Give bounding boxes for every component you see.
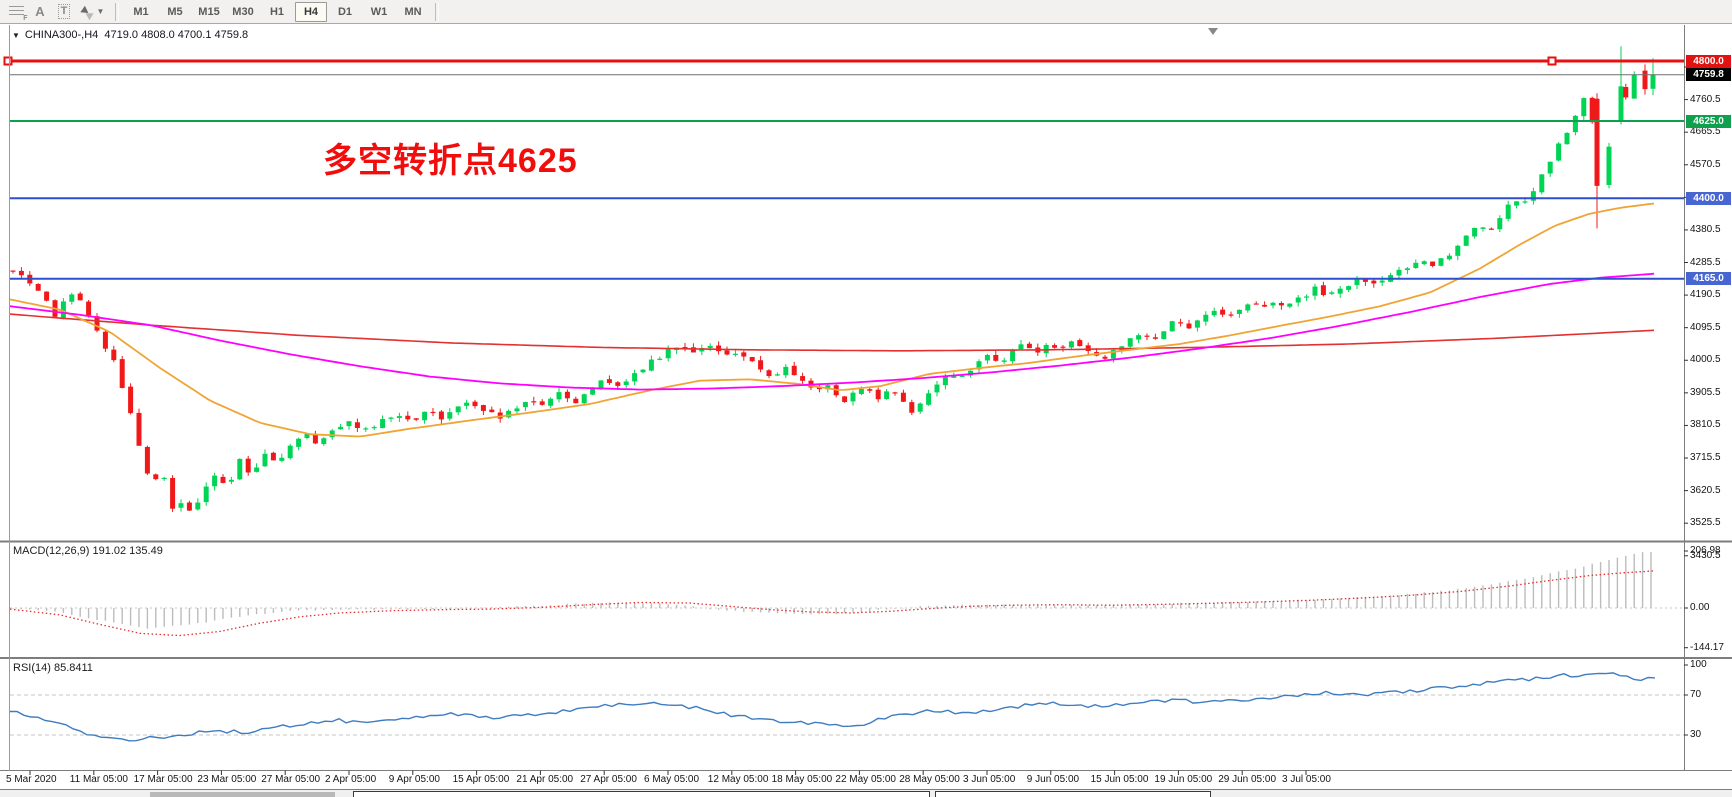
date-axis-label: 2 Apr 05:00 <box>325 774 377 785</box>
ma-orange-line <box>9 202 1655 438</box>
ma-magenta-line <box>9 272 1655 391</box>
price-axis-label: 4190.5 <box>1690 289 1721 301</box>
text-tool-glyph: T <box>57 4 71 19</box>
toolbar-separator <box>435 2 439 21</box>
date-axis-label: 5 Mar 2020 <box>6 774 57 785</box>
timeframe-button-m15[interactable]: M15 <box>198 5 220 18</box>
symbol-dropdown-icon[interactable]: ▼ <box>12 31 20 40</box>
timeframe-group: M1 M5 M15 M30 H1 H4 D1 W1 MN <box>124 1 430 22</box>
price-axis-label: 3525.5 <box>1690 517 1721 529</box>
resistance-price-tag: 4800.0 <box>1686 54 1731 68</box>
chart-tab-edge <box>935 791 1211 797</box>
chart-tab-edge <box>353 791 930 797</box>
price-axis-label: 4380.5 <box>1690 223 1721 235</box>
price-axis-label: 3430.5 <box>1690 549 1721 561</box>
horizontal-scrollbar-thumb[interactable] <box>150 792 335 797</box>
chart-window: ▼ CHINA300-,H4 4719.0 4808.0 4700.1 4759.… <box>0 25 1732 797</box>
chart-shift-marker-icon[interactable] <box>1208 28 1218 35</box>
chart-annotation-text[interactable]: 多空转折点4625 <box>323 142 578 180</box>
price-axis-label: 4285.5 <box>1690 256 1721 268</box>
price-axis-label: 4000.5 <box>1690 354 1721 366</box>
date-axis-label: 12 May 05:00 <box>707 774 769 785</box>
timeframe-button-m5[interactable]: M5 <box>167 5 183 18</box>
date-axis-label: 23 Mar 05:00 <box>197 774 257 785</box>
rsi-axis-label: 100 <box>1690 659 1707 670</box>
date-axis-label: 3 Jun 05:00 <box>963 774 1016 785</box>
price-axis-label: 3715.5 <box>1690 452 1721 464</box>
price-axis-label: 3905.5 <box>1690 386 1721 398</box>
macd-indicator-label: MACD(12,26,9) 191.02 135.49 <box>13 545 163 557</box>
fibonacci-grid-icon[interactable]: F <box>4 2 28 22</box>
timeframe-button-h1[interactable]: H1 <box>269 5 285 18</box>
price-axis-label: 4570.5 <box>1690 158 1721 170</box>
macd-values: 191.02 135.49 <box>92 545 163 557</box>
chart-title-symbol: CHINA300-,H4 <box>24 29 99 41</box>
macd-axis-label: 206.98 <box>1690 544 1721 556</box>
price-axis-label: 4760.5 <box>1690 93 1721 105</box>
macd-signal-line <box>9 570 1656 637</box>
macd-histogram <box>12 552 1652 629</box>
date-axis-label: 3 Jul 05:00 <box>1282 774 1331 785</box>
date-axis-label: 17 Mar 05:00 <box>133 774 193 785</box>
timeframe-button-w1[interactable]: W1 <box>370 5 388 18</box>
date-axis-label: 15 Jun 05:00 <box>1090 774 1149 785</box>
price-axis-label: 4665.5 <box>1690 126 1721 138</box>
bottom-strip <box>0 789 1732 797</box>
price-axis-label: 3810.5 <box>1690 419 1721 431</box>
text-tool-icon[interactable]: T <box>52 2 76 22</box>
date-axis-label: 9 Jun 05:00 <box>1026 774 1080 785</box>
chevron-down-icon[interactable]: ▼ <box>96 7 105 16</box>
timeframe-button-m1[interactable]: M1 <box>133 5 149 18</box>
text-label-icon[interactable]: A <box>35 4 45 19</box>
rsi-indicator-label: RSI(14) 85.8411 <box>13 662 93 674</box>
price-axis-label: 4095.5 <box>1690 321 1721 333</box>
timeframe-button-h4[interactable]: H4 <box>295 1 327 22</box>
date-axis-label: 6 May 05:00 <box>644 774 700 785</box>
rsi-value: 85.8411 <box>53 662 93 674</box>
rsi-axis-label: 70 <box>1690 689 1702 700</box>
fibonacci-grid-glyph: F <box>8 5 28 22</box>
chart-frame <box>0 25 1732 775</box>
date-axis-label: 15 Apr 05:00 <box>452 774 510 785</box>
chart-canvas[interactable] <box>0 25 1732 797</box>
date-axis-label: 21 Apr 05:00 <box>516 774 574 785</box>
timeframe-button-m30[interactable]: M30 <box>232 5 254 18</box>
date-axis-label: 29 Jun 05:00 <box>1218 774 1277 785</box>
macd-axis-label: 0.00 <box>1690 602 1710 613</box>
chart-title: ▼ CHINA300-,H4 4719.0 4808.0 4700.1 4759.… <box>12 29 248 41</box>
price-axis-label: 3620.5 <box>1690 484 1721 496</box>
toolbar-separator <box>115 2 119 21</box>
date-axis-label: 27 Mar 05:00 <box>261 774 321 785</box>
date-axis-label: 19 Jun 05:00 <box>1154 774 1213 785</box>
date-axis-label: 9 Apr 05:00 <box>388 774 440 785</box>
support-price-tag-1: 4400.0 <box>1686 191 1731 205</box>
date-axis-label: 11 Mar 05:00 <box>69 774 128 785</box>
macd-axis-label: -144.17 <box>1690 641 1724 653</box>
rsi-line <box>10 672 1656 742</box>
hline-handle[interactable] <box>3 56 13 66</box>
current-price-tag: 4759.8 <box>1686 68 1731 82</box>
date-axis-label: 27 Apr 05:00 <box>580 774 637 785</box>
chart-title-ohlc: 4719.0 4808.0 4700.1 4759.8 <box>104 29 249 41</box>
ma-red-line <box>9 313 1655 352</box>
arrows-glyph <box>79 5 96 20</box>
date-axis-label: 18 May 05:00 <box>771 774 833 785</box>
timeframe-button-d1[interactable]: D1 <box>337 5 353 18</box>
support-price-tag-2: 4165.0 <box>1686 272 1731 286</box>
date-axis-label: 22 May 05:00 <box>835 774 896 785</box>
hline-handle[interactable] <box>1547 56 1557 66</box>
rsi-axis-label: 30 <box>1690 729 1702 740</box>
timeframe-button-mn[interactable]: MN <box>404 5 422 18</box>
horizontal-level-lines[interactable] <box>3 56 1685 280</box>
arrows-tool-icon[interactable]: ▼ <box>76 2 110 22</box>
pivot-price-tag: 4625.0 <box>1686 114 1731 128</box>
pane-gridlines <box>10 607 1684 736</box>
top-toolbar: F A T ▼ M1 M5 M15 M30 H1 H4 D1 W1 MN <box>0 0 1732 24</box>
date-axis-label: 28 May 05:00 <box>899 774 960 785</box>
